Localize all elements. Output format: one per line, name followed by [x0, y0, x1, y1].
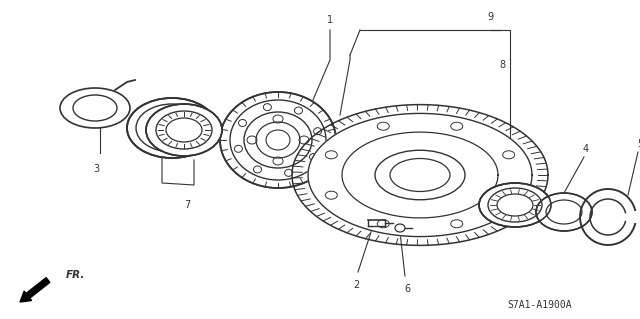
Ellipse shape	[146, 104, 222, 156]
Text: 1: 1	[327, 15, 333, 25]
Text: FR.: FR.	[66, 270, 85, 280]
Text: 3: 3	[93, 164, 99, 174]
Text: 6: 6	[404, 284, 410, 294]
Text: 4: 4	[583, 144, 589, 154]
Text: 8: 8	[499, 60, 505, 70]
Text: 5: 5	[637, 139, 640, 149]
Ellipse shape	[536, 193, 592, 231]
Ellipse shape	[479, 183, 551, 227]
Ellipse shape	[220, 92, 336, 188]
Text: 2: 2	[353, 280, 359, 290]
FancyArrow shape	[20, 278, 50, 302]
Text: 7: 7	[184, 200, 190, 210]
Ellipse shape	[127, 98, 217, 158]
Text: 9: 9	[487, 12, 493, 22]
Text: S7A1-A1900A: S7A1-A1900A	[508, 300, 572, 310]
Polygon shape	[308, 113, 532, 237]
